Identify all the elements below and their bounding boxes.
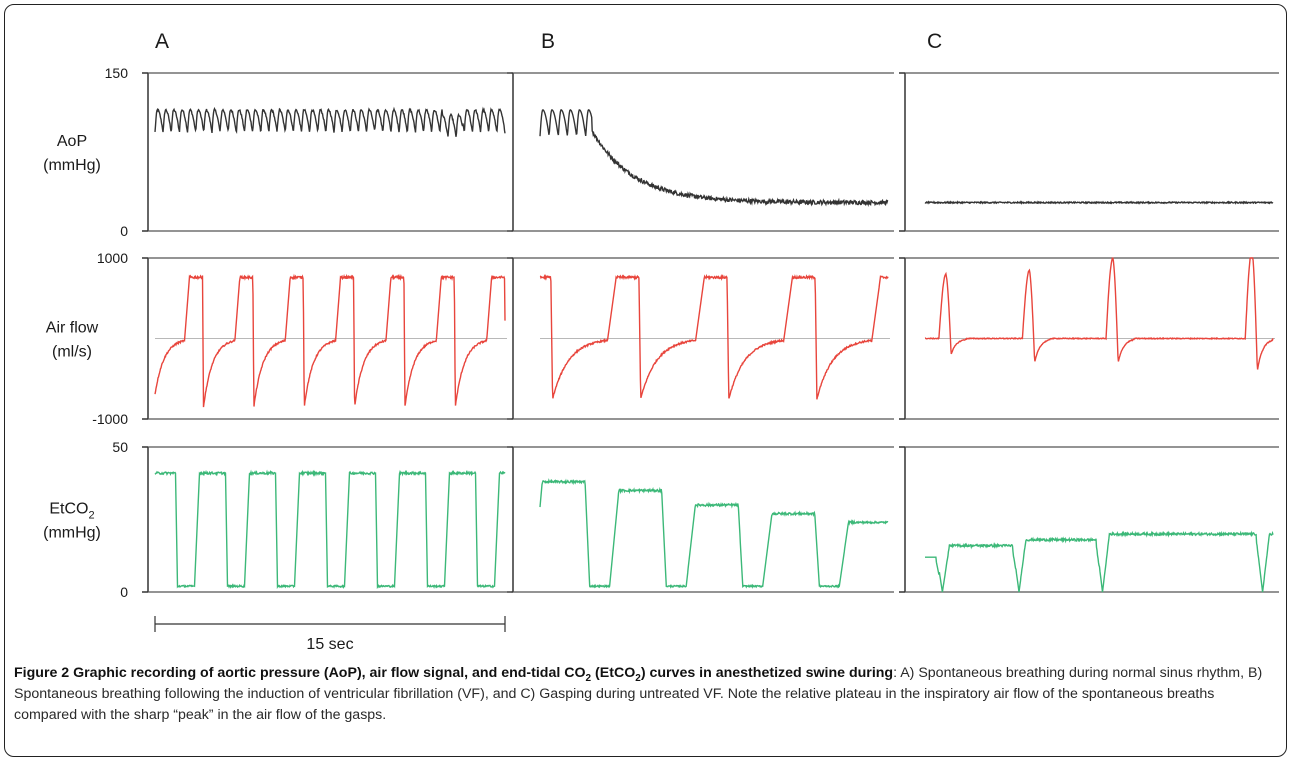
tick-top-2: 50 <box>112 439 128 455</box>
caption-title: Figure 2 Graphic recording of aortic pre… <box>14 665 894 684</box>
trace-2-2 <box>925 530 1274 593</box>
trace-0-0 <box>154 106 506 137</box>
scale-bar-label: 15 sec <box>306 636 353 653</box>
tick-bottom-0: 0 <box>120 223 128 239</box>
row-label-2: EtCO2 <box>49 501 94 522</box>
tick-bottom-1: -1000 <box>92 411 128 427</box>
row-unit-0: (mmHg) <box>43 157 101 174</box>
tick-bottom-2: 0 <box>120 584 128 600</box>
row-label-1: Air flow <box>46 320 99 337</box>
trace-0-1 <box>539 108 889 207</box>
figure-frame <box>4 4 1287 757</box>
trace-1-2 <box>924 257 1274 370</box>
tick-top-1: 1000 <box>97 250 128 266</box>
row-unit-1: (ml/s) <box>52 344 92 361</box>
trace-1-1 <box>539 273 889 400</box>
trace-0-2 <box>924 200 1274 205</box>
panel-label-A: A <box>155 30 169 53</box>
trace-2-1 <box>539 478 889 589</box>
trace-1-0 <box>154 273 506 408</box>
panel-label-B: B <box>541 30 555 53</box>
panel-label-C: C <box>927 30 942 53</box>
caption-body: : A) Spontaneous breathing during normal… <box>14 665 1263 723</box>
trace-2-0 <box>154 469 506 590</box>
tick-top-0: 150 <box>105 65 129 81</box>
row-unit-2: (mmHg) <box>43 525 101 542</box>
row-label-0: AoP <box>57 133 87 150</box>
figure-caption: Figure 2 Graphic recording of aortic pre… <box>14 663 1276 726</box>
figure-chart: A B C AoP (mmHg) 150 0 Air flow (ml/s) 1000 -1000 E… <box>43 30 1279 653</box>
